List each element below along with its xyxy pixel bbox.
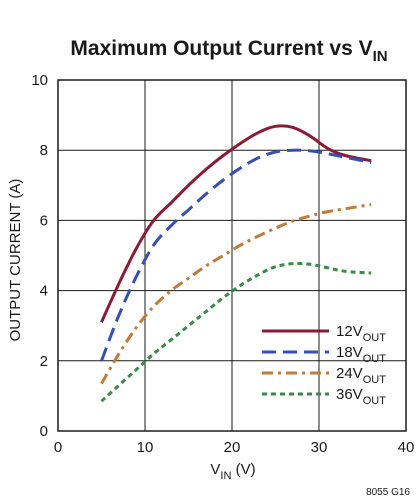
x-axis-label: VIN (V)	[210, 461, 255, 482]
x-tick-label: 30	[311, 439, 328, 456]
legend-label-2: 24VOUT	[336, 365, 386, 386]
legend-label-subscript: OUT	[363, 395, 387, 407]
legend-label-0: 12VOUT	[336, 323, 386, 344]
x-tick-label: 10	[137, 439, 154, 456]
y-tick-label: 0	[40, 423, 48, 440]
series-line-3	[100, 261, 372, 403]
series-group	[100, 124, 372, 403]
legend-label-subscript: OUT	[363, 374, 387, 386]
chart-title-main: Maximum Output Current vs V	[70, 37, 372, 60]
y-tick-label: 6	[40, 212, 48, 229]
y-tick-label: 10	[31, 72, 48, 89]
x-axis-label-unit: (V)	[231, 461, 255, 478]
legend-label-subscript: OUT	[363, 332, 387, 344]
x-tick-label: 0	[54, 439, 62, 456]
legend-label-3: 36VOUT	[336, 386, 386, 407]
legend-label-main: 12V	[336, 323, 363, 340]
x-axis-label-main: V	[210, 461, 220, 478]
y-tick-label: 8	[40, 142, 48, 159]
chart-title-subscript: IN	[373, 48, 388, 65]
plot-frame	[57, 79, 407, 432]
series-line-2	[100, 203, 372, 385]
legend-label-main: 24V	[336, 365, 363, 382]
series-line-0	[100, 124, 372, 323]
x-tick-labels: 0 10 20 30 40	[54, 439, 415, 456]
legend-label-1: 18VOUT	[336, 344, 386, 365]
series-line-1	[100, 148, 372, 362]
legend-label-main: 36V	[336, 386, 363, 403]
x-tick-label: 40	[398, 439, 415, 456]
figure-id: 8055 G16	[366, 487, 410, 498]
legend-label-subscript: OUT	[363, 353, 387, 365]
legend-label-main: 18V	[336, 344, 363, 361]
y-tick-label: 4	[40, 283, 48, 300]
x-tick-label: 20	[224, 439, 241, 456]
y-tick-labels: 0 2 4 6 8 10	[31, 72, 48, 440]
y-axis-label: OUTPUT CURRENT (A)	[7, 179, 24, 342]
y-tick-label: 2	[40, 353, 48, 370]
chart-title: Maximum Output Current vs VIN	[70, 37, 387, 65]
x-axis-label-subscript: IN	[220, 470, 231, 482]
